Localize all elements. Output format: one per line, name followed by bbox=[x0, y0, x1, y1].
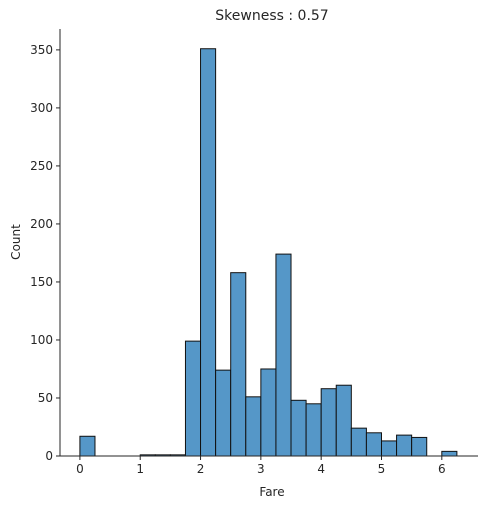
x-tick-label: 2 bbox=[197, 462, 205, 476]
histogram-bar-11 bbox=[245, 396, 262, 457]
histogram-bar-14 bbox=[290, 399, 307, 457]
histogram-bar-12 bbox=[260, 368, 277, 457]
y-tick-label: 0 bbox=[45, 449, 53, 463]
x-axis-ticks: 0 1 2 3 4 5 6 bbox=[76, 456, 446, 476]
x-axis-label: Fare bbox=[259, 485, 284, 499]
histogram-bar-17 bbox=[335, 384, 352, 457]
histogram-bar-21 bbox=[396, 434, 413, 457]
chart-title: Skewness : 0.57 bbox=[215, 8, 328, 24]
histogram-bar-20 bbox=[380, 440, 398, 457]
x-tick-label: 4 bbox=[317, 462, 325, 476]
histogram-bar-15 bbox=[305, 403, 322, 457]
y-tick-label: 250 bbox=[30, 159, 53, 173]
histogram-bar-22 bbox=[411, 436, 428, 457]
histogram-bar-7 bbox=[184, 340, 202, 457]
y-axis-ticks: 0 50 100 150 200 250 300 350 bbox=[30, 43, 60, 463]
histogram-bar-13 bbox=[275, 253, 292, 457]
y-tick-label: 50 bbox=[38, 391, 53, 405]
histogram-bar-9 bbox=[215, 369, 232, 457]
histogram-bar-10 bbox=[230, 272, 247, 457]
x-tick-label: 6 bbox=[438, 462, 446, 476]
x-tick-label: 3 bbox=[257, 462, 265, 476]
y-tick-label: 100 bbox=[30, 333, 53, 347]
y-axis-label: Count bbox=[9, 224, 23, 260]
y-tick-label: 150 bbox=[30, 275, 53, 289]
x-tick-label: 0 bbox=[76, 462, 84, 476]
y-tick-label: 350 bbox=[30, 43, 53, 57]
bars-group bbox=[79, 48, 458, 457]
histogram-bar-18 bbox=[350, 427, 367, 457]
histogram-bar-16 bbox=[320, 388, 337, 457]
y-tick-label: 200 bbox=[30, 217, 53, 231]
histogram-bar-24 bbox=[441, 450, 458, 457]
histogram-bar-0 bbox=[79, 435, 96, 457]
y-tick-label: 300 bbox=[30, 101, 53, 115]
histogram-bar-19 bbox=[365, 432, 382, 457]
x-tick-label: 1 bbox=[136, 462, 144, 476]
histogram-bar-8 bbox=[200, 48, 217, 457]
x-tick-label: 5 bbox=[378, 462, 386, 476]
